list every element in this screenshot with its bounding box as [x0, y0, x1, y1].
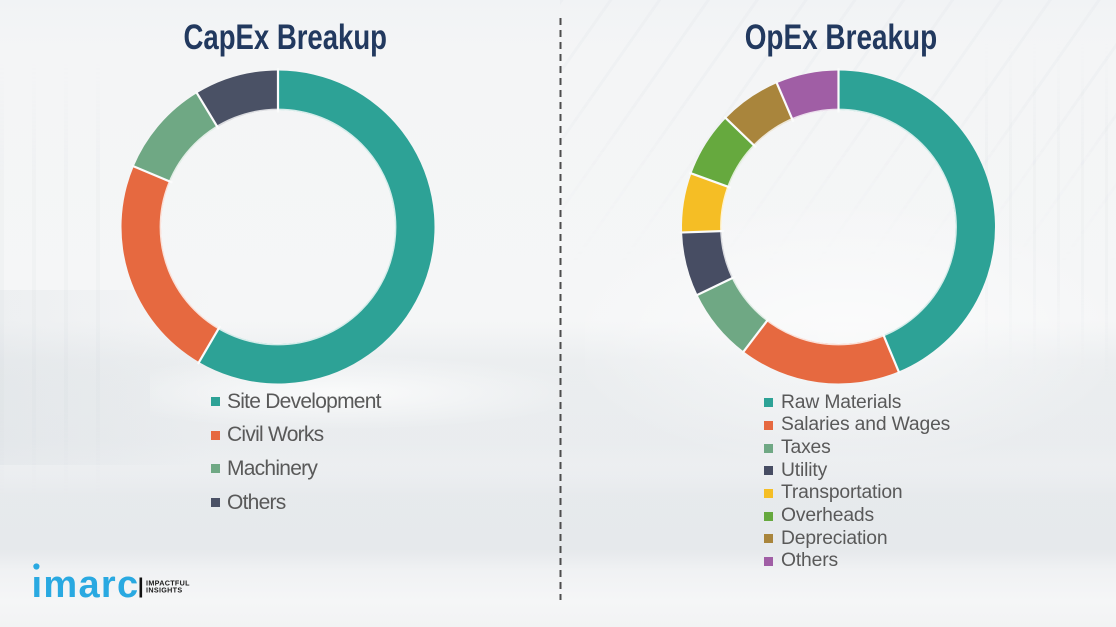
svg-text:CapEx Breakup: CapEx Breakup [184, 18, 388, 57]
svg-text:OpEx Breakup: OpEx Breakup [745, 18, 938, 57]
svg-text:ımarc: ımarc [32, 564, 140, 606]
svg-text:IMPACTFUL: IMPACTFUL [146, 579, 190, 588]
svg-text:INSIGHTS: INSIGHTS [146, 586, 183, 595]
